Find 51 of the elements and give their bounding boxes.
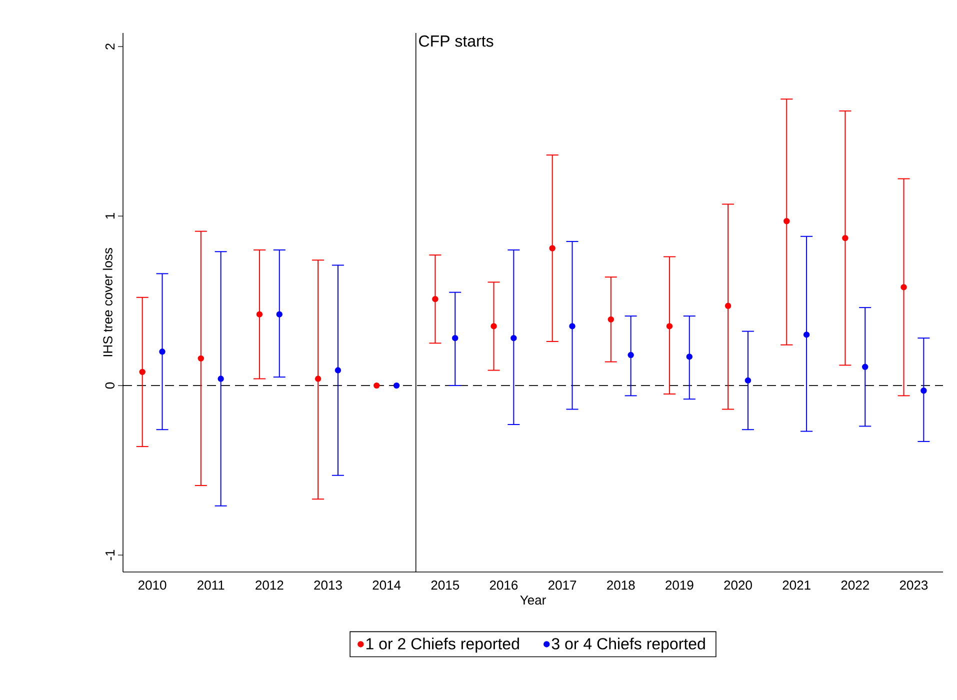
point bbox=[510, 334, 517, 342]
legend-label: 3 or 4 Chiefs reported bbox=[552, 638, 705, 653]
point bbox=[256, 311, 263, 318]
point bbox=[452, 334, 458, 342]
point bbox=[724, 302, 732, 309]
point bbox=[374, 382, 380, 389]
x-tick-label: 2010 bbox=[138, 580, 166, 590]
point bbox=[139, 368, 146, 376]
point bbox=[744, 377, 752, 384]
x-tick-label: 2023 bbox=[900, 580, 928, 590]
point bbox=[842, 234, 848, 242]
x-tick-label: 2012 bbox=[256, 580, 284, 590]
x-tick-label: 2017 bbox=[548, 580, 576, 590]
x-tick-label: 2020 bbox=[724, 580, 752, 590]
point bbox=[393, 382, 400, 389]
point bbox=[862, 364, 868, 370]
point bbox=[608, 316, 614, 323]
point bbox=[490, 323, 497, 330]
point bbox=[159, 348, 166, 355]
point bbox=[686, 354, 692, 360]
x-tick-label: 2022 bbox=[841, 580, 869, 590]
x-tick-label: 2018 bbox=[607, 580, 635, 590]
point bbox=[569, 323, 576, 330]
point bbox=[784, 218, 790, 224]
y-tick-label: 0 bbox=[105, 382, 114, 389]
x-tick-label: 2021 bbox=[782, 580, 810, 590]
point bbox=[666, 323, 673, 330]
point bbox=[432, 296, 438, 302]
x-tick-label: 2014 bbox=[372, 580, 401, 590]
point bbox=[900, 284, 907, 290]
point bbox=[276, 311, 282, 318]
x-tick-label: 2013 bbox=[314, 580, 342, 590]
point bbox=[628, 352, 634, 358]
legend-label: 1 or 2 Chiefs reported bbox=[366, 638, 519, 653]
x-axis-title: Year bbox=[520, 596, 546, 605]
x-tick-label: 2011 bbox=[198, 580, 224, 590]
point bbox=[920, 388, 927, 394]
x-tick-label: 2019 bbox=[666, 580, 694, 590]
point bbox=[549, 245, 556, 252]
point bbox=[334, 367, 342, 374]
point bbox=[218, 376, 224, 382]
y-tick-label: -1 bbox=[106, 550, 114, 560]
point bbox=[314, 376, 322, 382]
y-tick-label: 1 bbox=[106, 213, 114, 219]
x-tick-label: 2016 bbox=[490, 580, 518, 590]
point bbox=[803, 332, 810, 338]
point bbox=[198, 355, 204, 362]
x-tick-label: 2015 bbox=[431, 580, 460, 590]
ref-line-label: CFP starts bbox=[419, 35, 494, 47]
y-tick-label: 2 bbox=[105, 44, 114, 50]
y-axis-title: IHS tree cover loss bbox=[102, 248, 112, 356]
